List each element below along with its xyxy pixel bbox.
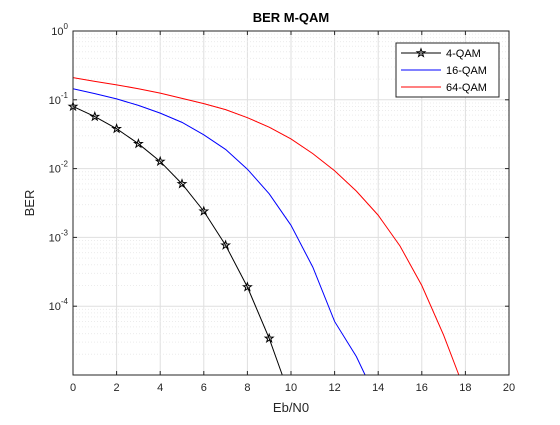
- series-marker: [263, 332, 275, 344]
- y-tick-label: 10-4: [49, 297, 69, 313]
- x-tick-labels: 0 2 4 6 8 10 12 14 16 18 20: [70, 382, 515, 394]
- series-marker: [176, 178, 188, 189]
- ticks: [72, 30, 510, 375]
- legend: 4-QAM 16-QAM 64-QAM: [395, 42, 500, 98]
- x-tick-label: 8: [244, 382, 250, 394]
- series-marker: [111, 122, 123, 134]
- series-line-1: [72, 106, 283, 376]
- y-tick-label: 10-3: [49, 228, 69, 244]
- y-tick-label: 10-1: [49, 91, 69, 107]
- x-tick-label: 0: [70, 382, 76, 394]
- legend-label: 16-QAM: [446, 65, 487, 77]
- series-marker: [132, 137, 144, 149]
- series-marker: [220, 239, 232, 250]
- legend-box: [395, 42, 500, 98]
- legend-label: 64-QAM: [446, 82, 487, 94]
- series-marker: [241, 281, 253, 292]
- legend-marker: [415, 47, 427, 58]
- series-layer: [67, 77, 460, 376]
- x-tick-label: 16: [416, 382, 428, 394]
- x-tick-label: 12: [328, 382, 340, 394]
- series-line-3: [72, 77, 460, 376]
- y-axis-label: BER: [22, 190, 37, 217]
- series-marker: [89, 110, 101, 122]
- x-tick-label: 6: [201, 382, 207, 394]
- legend-label: 4-QAM: [446, 48, 481, 60]
- series-line-2: [72, 88, 366, 376]
- x-tick-label: 14: [372, 382, 384, 394]
- x-tick-label: 18: [459, 382, 471, 394]
- x-tick-label: 20: [503, 382, 515, 394]
- series-marker: [198, 205, 210, 216]
- x-tick-label: 10: [285, 382, 297, 394]
- y-tick-label: 100: [51, 22, 68, 38]
- chart-title: BER M-QAM: [253, 10, 330, 25]
- y-tick-labels: 10-4 10-3 10-2 10-1 100: [49, 22, 69, 313]
- y-tick-label: 10-2: [49, 160, 69, 176]
- x-tick-label: 2: [114, 382, 120, 394]
- x-axis-label: Eb/N0: [273, 400, 309, 415]
- series-marker: [154, 155, 166, 167]
- x-tick-label: 4: [157, 382, 163, 394]
